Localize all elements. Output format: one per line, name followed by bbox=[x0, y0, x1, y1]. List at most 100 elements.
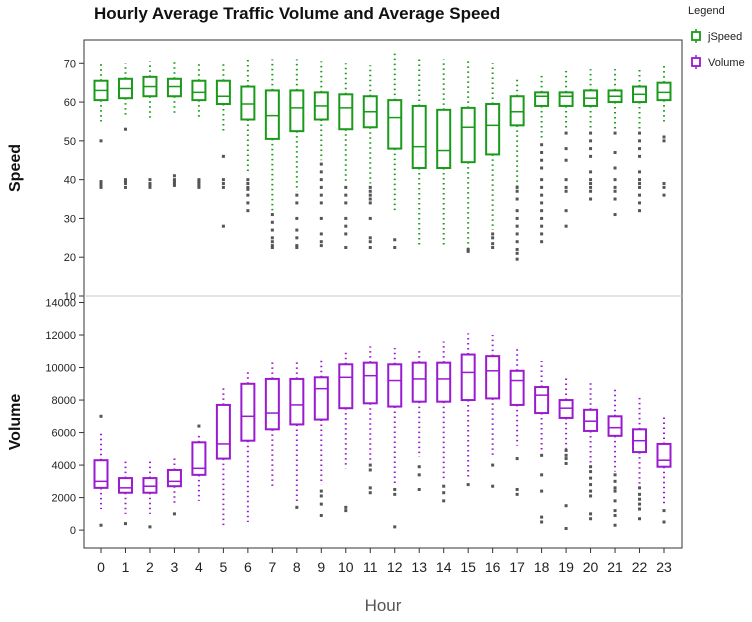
outlier-point bbox=[491, 232, 495, 236]
outlier-point bbox=[564, 453, 568, 457]
x-tick-label: 18 bbox=[534, 559, 550, 575]
outlier-point bbox=[589, 185, 593, 189]
box-speed-22 bbox=[632, 67, 648, 213]
outlier-point bbox=[613, 197, 617, 201]
box-iqr bbox=[264, 377, 280, 431]
x-tick-label: 15 bbox=[460, 559, 476, 575]
outlier-point bbox=[540, 143, 544, 147]
outlier-point bbox=[540, 216, 544, 220]
outlier-point bbox=[613, 185, 617, 189]
outlier-point bbox=[99, 414, 103, 418]
outlier-point bbox=[295, 246, 299, 250]
outlier-point bbox=[344, 509, 348, 513]
outlier-point bbox=[638, 147, 642, 151]
box-iqr bbox=[411, 104, 427, 169]
outlier-point bbox=[368, 197, 372, 201]
outlier-point bbox=[662, 182, 666, 186]
outlier-point bbox=[589, 489, 593, 493]
outlier-point bbox=[270, 246, 274, 250]
box-iqr bbox=[387, 363, 403, 408]
outlier-point bbox=[540, 178, 544, 182]
outlier-point bbox=[515, 240, 519, 244]
outlier-point bbox=[613, 513, 617, 517]
box-iqr bbox=[607, 415, 623, 437]
outlier-point bbox=[564, 178, 568, 182]
outlier-point bbox=[466, 483, 470, 487]
outlier-point bbox=[172, 174, 176, 178]
outlier-point bbox=[515, 224, 519, 228]
outlier-point bbox=[319, 240, 323, 244]
outlier-point bbox=[221, 185, 225, 189]
outlier-point bbox=[540, 453, 544, 457]
outlier-point bbox=[246, 201, 250, 205]
outlier-point bbox=[540, 232, 544, 236]
outlier-point bbox=[564, 131, 568, 135]
outlier-point bbox=[393, 487, 397, 491]
outlier-point bbox=[662, 185, 666, 189]
outlier-point bbox=[99, 182, 103, 186]
outlier-point bbox=[540, 209, 544, 213]
y-tick-label: 6000 bbox=[52, 428, 76, 440]
y-tick-label: 70 bbox=[64, 58, 76, 70]
box-speed-18 bbox=[534, 74, 550, 244]
outlier-point bbox=[319, 489, 323, 493]
x-tick-label: 23 bbox=[656, 559, 672, 575]
outlier-point bbox=[319, 494, 323, 498]
outlier-point bbox=[148, 525, 152, 529]
outlier-point bbox=[270, 244, 274, 248]
x-tick-label: 7 bbox=[268, 559, 276, 575]
y-tick-label: 40 bbox=[64, 175, 76, 187]
outlier-point bbox=[246, 185, 250, 189]
outlier-point bbox=[344, 224, 348, 228]
outlier-point bbox=[515, 247, 519, 251]
outlier-point bbox=[589, 154, 593, 158]
outlier-point bbox=[295, 228, 299, 232]
y-tick-label: 10000 bbox=[45, 363, 76, 375]
box-volume-1 bbox=[117, 458, 133, 526]
outlier-point bbox=[99, 523, 103, 527]
x-tick-label: 0 bbox=[97, 559, 105, 575]
outlier-point bbox=[246, 178, 250, 182]
box-speed-9 bbox=[313, 61, 329, 248]
box-iqr bbox=[93, 459, 109, 489]
outlier-point bbox=[319, 185, 323, 189]
outlier-point bbox=[515, 487, 519, 491]
y-tick-label: 20 bbox=[64, 252, 76, 264]
outlier-point bbox=[172, 183, 176, 187]
box-volume-20 bbox=[583, 382, 599, 521]
outlier-point bbox=[589, 494, 593, 498]
box-speed-15 bbox=[460, 61, 476, 253]
outlier-point bbox=[344, 216, 348, 220]
outlier-point bbox=[638, 209, 642, 213]
outlier-point bbox=[540, 166, 544, 170]
outlier-point bbox=[295, 244, 299, 248]
outlier-point bbox=[319, 244, 323, 248]
outlier-point bbox=[197, 183, 201, 187]
outlier-point bbox=[515, 232, 519, 236]
x-tick-label: 14 bbox=[436, 559, 452, 575]
outlier-point bbox=[172, 182, 176, 186]
outlier-point bbox=[613, 489, 617, 493]
outlier-point bbox=[589, 476, 593, 480]
outlier-point bbox=[491, 236, 495, 240]
y-tick-label: 50 bbox=[64, 136, 76, 148]
panel-volume: 0 2000 4000 6000 8000 10000 12000 14000 Volume bbox=[7, 298, 672, 537]
outlier-point bbox=[319, 502, 323, 506]
outlier-point bbox=[344, 232, 348, 236]
outlier-point bbox=[564, 461, 568, 465]
outlier-point bbox=[197, 180, 201, 184]
box-speed-2 bbox=[142, 61, 158, 189]
outlier-point bbox=[515, 257, 519, 261]
outlier-point bbox=[564, 457, 568, 461]
outlier-point bbox=[344, 193, 348, 197]
outlier-point bbox=[368, 240, 372, 244]
box-iqr bbox=[509, 369, 525, 406]
plot-frame bbox=[83, 39, 683, 549]
box-iqr bbox=[656, 81, 672, 102]
chart-title: Hourly Average Traffic Volume and Averag… bbox=[94, 4, 500, 23]
x-tick-label: 1 bbox=[122, 559, 130, 575]
outlier-point bbox=[638, 193, 642, 197]
outlier-point bbox=[613, 473, 617, 477]
outlier-point bbox=[417, 487, 421, 491]
box-speed-6 bbox=[240, 59, 256, 213]
